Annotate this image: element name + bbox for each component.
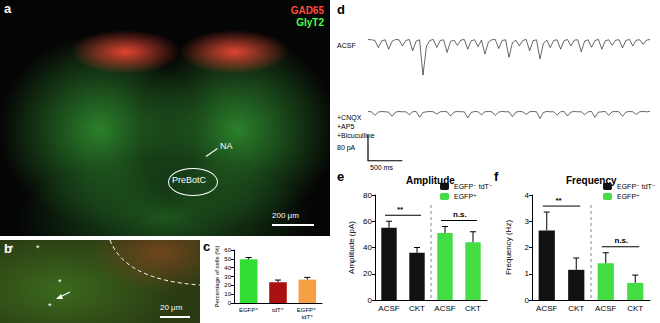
svg-text:20: 20 <box>363 269 372 278</box>
svg-text:ACSF: ACSF <box>434 304 455 313</box>
svg-text:40: 40 <box>224 265 231 271</box>
svg-text:60: 60 <box>224 247 231 253</box>
svg-text:CKT: CKT <box>568 304 584 313</box>
svg-text:tdT⁺: tdT⁺ <box>301 314 313 320</box>
svg-text:ACSF: ACSF <box>378 304 399 313</box>
svg-text:0: 0 <box>525 296 530 305</box>
svg-text:30: 30 <box>224 274 231 280</box>
svg-text:CKT: CKT <box>627 304 643 313</box>
svg-text:EGFP⁺: EGFP⁺ <box>454 193 477 200</box>
html-text:20 μm: 20 μm <box>160 303 183 312</box>
svg-text:+Bicuculline: +Bicuculline <box>337 132 375 139</box>
svg-text:80 pA: 80 pA <box>337 144 356 152</box>
svg-text:Frequency (Hz): Frequency (Hz) <box>504 220 513 275</box>
svg-text:40: 40 <box>363 243 372 252</box>
html-text:a: a <box>4 1 12 16</box>
svg-text:EGFP⁻ tdT⁻: EGFP⁻ tdT⁻ <box>454 183 493 190</box>
html-text:200 μm: 200 μm <box>272 211 299 220</box>
svg-text:**: ** <box>556 196 563 205</box>
svg-text:e: e <box>337 169 344 184</box>
svg-text:CKT: CKT <box>465 304 481 313</box>
svg-text:10: 10 <box>224 291 231 297</box>
svg-text:ACSF: ACSF <box>595 304 616 313</box>
svg-text:1: 1 <box>525 269 530 278</box>
html-text:b*: b* <box>4 241 14 256</box>
svg-text:+AP5: +AP5 <box>337 123 354 130</box>
svg-text:Amplitude: Amplitude <box>406 175 455 186</box>
svg-text:20: 20 <box>224 282 231 288</box>
html-text:NA: NA <box>220 141 233 151</box>
svg-text:+CNQX: +CNQX <box>337 114 362 122</box>
svg-text:EGFP⁺: EGFP⁺ <box>617 193 640 200</box>
svg-text:CKT: CKT <box>409 304 425 313</box>
svg-text:tdT⁺: tdT⁺ <box>272 307 284 313</box>
html-text:GlyT2: GlyT2 <box>296 17 324 28</box>
html-text:PreBotC: PreBotC <box>172 175 206 185</box>
svg-text:4: 4 <box>525 191 530 200</box>
svg-text:Frequency: Frequency <box>566 175 617 186</box>
html-text:GAD65: GAD65 <box>290 5 324 16</box>
svg-text:n.s.: n.s. <box>615 236 629 245</box>
svg-text:**: ** <box>397 205 404 214</box>
svg-text:Percentage of cells (%): Percentage of cells (%) <box>214 245 220 307</box>
svg-text:EGFP⁺: EGFP⁺ <box>297 307 318 313</box>
svg-text:Amplitude (pA): Amplitude (pA) <box>347 221 356 274</box>
svg-text:0: 0 <box>228 300 232 306</box>
svg-text:ACSF: ACSF <box>337 42 356 49</box>
svg-text:0: 0 <box>368 296 373 305</box>
svg-text:n.s.: n.s. <box>453 210 467 219</box>
svg-text:ACSF: ACSF <box>536 304 557 313</box>
svg-text:f: f <box>494 169 499 184</box>
svg-text:80: 80 <box>363 191 372 200</box>
svg-text:500 ms: 500 ms <box>370 164 393 171</box>
svg-text:50: 50 <box>224 256 231 262</box>
svg-text:60: 60 <box>363 217 372 226</box>
svg-text:EGFP⁺: EGFP⁺ <box>239 307 259 313</box>
svg-text:2: 2 <box>525 243 530 252</box>
svg-text:EGFP⁻ tdT⁻: EGFP⁻ tdT⁻ <box>617 183 656 190</box>
svg-text:c: c <box>203 239 210 254</box>
svg-text:d: d <box>337 2 345 17</box>
svg-text:3: 3 <box>525 217 530 226</box>
